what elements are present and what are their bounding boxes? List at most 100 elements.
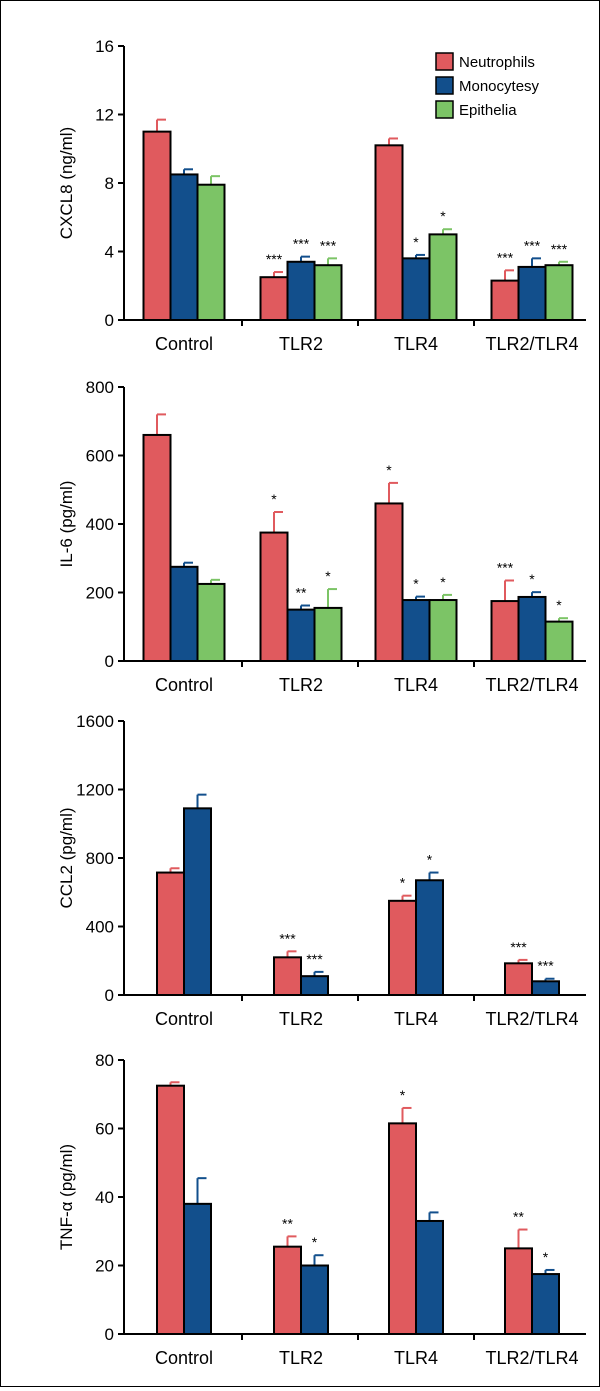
bar-monocytesy-tlr2-tlr4 (517, 265, 547, 322)
bar-neutrophils-control (156, 1084, 185, 1335)
y-tick-label: 200 (86, 584, 114, 603)
x-category-label: TLR4 (394, 1009, 438, 1029)
bar-monocytesy-tlr2 (300, 975, 329, 996)
bar-monocytesy-tlr2 (300, 1264, 329, 1335)
bar-monocytesy-tlr2-tlr4 (531, 980, 560, 996)
significance-marker: * (413, 234, 419, 250)
y-tick-label: 60 (95, 1120, 114, 1139)
legend-swatch (435, 100, 454, 119)
bar-neutrophils-tlr2-tlr4 (490, 279, 520, 321)
bar-monocytesy-tlr2-tlr4 (517, 595, 547, 663)
significance-marker: * (400, 875, 406, 891)
y-tick-label: 8 (105, 174, 114, 193)
y-axis-title: IL-6 (pg/ml) (57, 481, 76, 568)
bar-neutrophils-tlr2 (273, 1245, 302, 1335)
significance-marker: * (440, 574, 446, 590)
y-tick-label: 20 (95, 1257, 114, 1276)
significance-marker: * (556, 597, 562, 613)
legend-swatch (435, 76, 454, 95)
chart-panel-1: 0 4 8 12 16 CXCL8 (ng/ml) Control TLR2 TLR4 TLR2/… (57, 37, 586, 354)
y-tick-label: 1600 (76, 712, 114, 731)
x-category-label: TLR2 (279, 1009, 323, 1029)
x-category-label: TLR4 (394, 334, 438, 354)
x-category-label: TLR2 (279, 334, 323, 354)
bar-neutrophils-tlr4 (374, 502, 404, 663)
y-axis-title: CXCL8 (ng/ml) (57, 127, 76, 239)
y-tick-label: 800 (86, 378, 114, 397)
bar-neutrophils-tlr2-tlr4 (504, 962, 533, 996)
y-tick-label: 16 (95, 37, 114, 56)
significance-marker: *** (537, 958, 554, 974)
bar-epithelia-tlr2 (313, 264, 343, 322)
bar-monocytesy-control (169, 173, 199, 321)
y-tick-label: 12 (95, 106, 114, 125)
y-tick-label: 0 (105, 1325, 114, 1344)
bar-monocytesy-tlr2 (286, 608, 316, 662)
bar-monocytesy-tlr4 (401, 599, 431, 662)
chart-panel-4: 0 20 40 60 80 TNF-α (pg/ml) Control TLR2 TLR4 TLR… (57, 1051, 586, 1368)
y-tick-label: 40 (95, 1188, 114, 1207)
x-category-label: TLR2 (279, 675, 323, 695)
significance-marker: *** (279, 930, 296, 946)
significance-marker: ** (282, 1215, 293, 1231)
x-category-label: Control (155, 675, 213, 695)
legend-swatch (435, 52, 454, 71)
y-tick-label: 600 (86, 447, 114, 466)
y-tick-label: 0 (105, 311, 114, 330)
significance-marker: * (427, 852, 433, 868)
bar-neutrophils-tlr4 (374, 144, 404, 321)
significance-marker: * (271, 491, 277, 507)
x-category-label: TLR2/TLR4 (485, 675, 578, 695)
significance-marker: *** (497, 560, 514, 576)
y-axis-title: CCL2 (pg/ml) (57, 807, 76, 908)
significance-marker: * (325, 568, 331, 584)
significance-marker: *** (306, 951, 323, 967)
bar-neutrophils-tlr4 (388, 1122, 417, 1336)
significance-marker: *** (266, 251, 283, 267)
bar-monocytesy-control (183, 1202, 212, 1335)
bar-neutrophils-tlr2 (273, 956, 302, 997)
legend-label: Monocytesy (459, 78, 540, 95)
significance-marker: ** (513, 1209, 524, 1225)
legend: Neutrophils Monocytesy Epithelia (435, 52, 540, 119)
bar-neutrophils-tlr2-tlr4 (490, 600, 520, 662)
bar-neutrophils-control (142, 433, 172, 663)
significance-marker: * (312, 1234, 318, 1250)
y-tick-label: 800 (86, 849, 114, 868)
y-tick-label: 0 (105, 652, 114, 671)
bar-monocytesy-control (169, 565, 199, 662)
significance-marker: *** (293, 236, 310, 252)
bar-neutrophils-control (156, 871, 185, 997)
chart-panel-2: 0 200 400 600 800 IL-6 (pg/ml) Control TLR2 TLR4… (57, 378, 586, 695)
y-tick-label: 4 (105, 243, 114, 262)
bar-monocytesy-tlr4 (415, 1219, 444, 1335)
significance-marker: ** (296, 585, 307, 601)
x-category-label: TLR2/TLR4 (485, 334, 578, 354)
x-category-label: Control (155, 1348, 213, 1368)
bar-monocytesy-tlr4 (401, 257, 431, 322)
bar-monocytesy-tlr4 (415, 879, 444, 997)
bar-epithelia-tlr2-tlr4 (544, 264, 574, 322)
bar-neutrophils-tlr2 (259, 276, 289, 321)
x-category-label: Control (155, 334, 213, 354)
bar-epithelia-tlr4 (428, 599, 458, 662)
bar-monocytesy-tlr2-tlr4 (531, 1273, 560, 1335)
bar-epithelia-tlr2 (313, 606, 343, 662)
significance-marker: * (400, 1087, 406, 1103)
x-category-label: TLR2/TLR4 (485, 1009, 578, 1029)
y-tick-label: 1200 (76, 781, 114, 800)
y-axis-title: TNF-α (pg/ml) (57, 1144, 76, 1250)
x-category-label: TLR4 (394, 675, 438, 695)
significance-marker: *** (510, 939, 527, 955)
bar-monocytesy-control (183, 807, 212, 997)
legend-label: Neutrophils (459, 54, 535, 71)
y-tick-label: 80 (95, 1051, 114, 1070)
x-category-label: TLR2/TLR4 (485, 1348, 578, 1368)
y-tick-label: 0 (105, 986, 114, 1005)
bar-epithelia-control (196, 183, 226, 321)
bar-monocytesy-tlr2 (286, 260, 316, 321)
y-tick-label: 400 (86, 515, 114, 534)
bar-neutrophils-control (142, 130, 172, 321)
bar-neutrophils-tlr4 (388, 899, 417, 996)
